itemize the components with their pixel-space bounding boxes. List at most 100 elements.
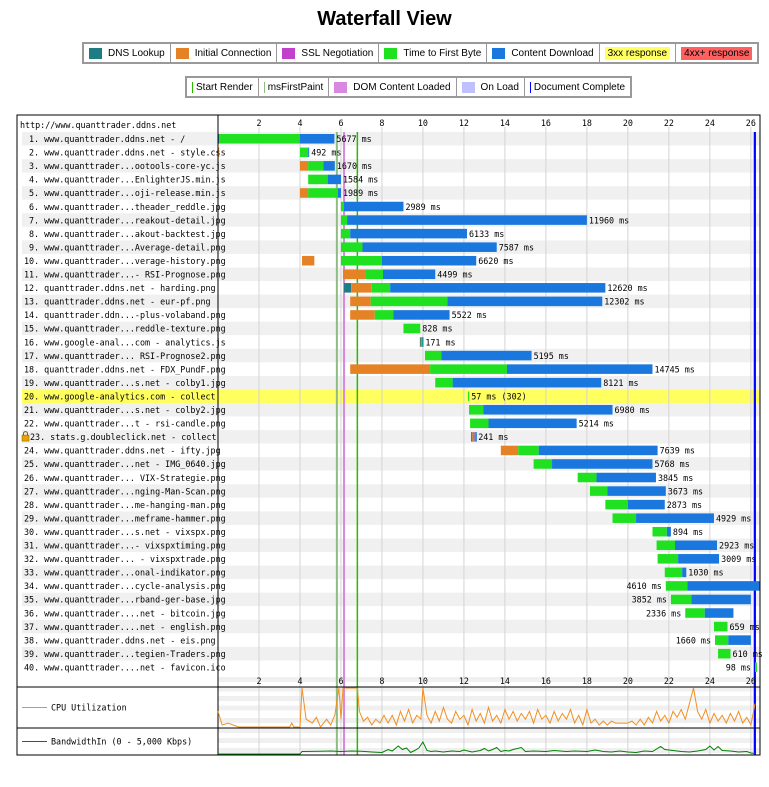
ttfb-segment: [685, 608, 705, 618]
request-label: 29. www.quanttrader...meframe-hammer.png: [24, 513, 226, 523]
row-background: [22, 186, 760, 200]
request-label: 17. www.quanttrader... RSI-Prognose2.png: [24, 351, 226, 361]
row-background: [22, 511, 760, 525]
ttfb-segment: [424, 350, 442, 361]
content-download-segment: [483, 405, 613, 415]
content-download-segment: [447, 296, 603, 307]
ttfb-segment: [612, 513, 637, 523]
content-download-segment: [350, 228, 468, 239]
request-label: 25. www.quanttrader...net - IMG_0640.jpg: [24, 459, 226, 469]
request-label: 8. www.quanttrader...akout-backtest.jpg: [29, 229, 226, 239]
request-label: 6. www.quanttrader...theader_reddle.jpg: [29, 202, 226, 212]
request-label: 13. quanttrader.ddns.net - eur-pf.png: [24, 297, 211, 307]
ttfb-segment: [605, 499, 628, 510]
request-duration-label: 14745 ms: [654, 364, 694, 374]
legend-swatch: [263, 81, 265, 93]
row-background: [22, 145, 760, 160]
row-background: [22, 132, 760, 146]
ttfb-segment: [665, 581, 688, 591]
content-download-segment: [327, 174, 341, 185]
content-download-segment: [337, 188, 341, 198]
ttfb-segment: [220, 134, 300, 144]
page-title: Waterfall View: [317, 8, 452, 30]
request-label: 40. www.quanttrader....net - favicon.ico: [24, 662, 226, 672]
ttfb-segment: [365, 269, 383, 280]
legend-item-dns-lookup: DNS Lookup: [84, 44, 171, 62]
content-download-segment: [678, 554, 720, 564]
initial-connection-segment: [500, 445, 519, 456]
content-download-segment: [422, 337, 424, 347]
x-tick-label: 24: [705, 118, 715, 128]
dom-content-loaded-marker: [343, 132, 346, 755]
request-label: 1. www.quanttrader.ddns.net - /: [29, 134, 185, 144]
cpu-stripe: [218, 686, 760, 692]
ttfb-segment: [657, 554, 679, 564]
page-url: http://www.quanttrader.ddns.net: [20, 120, 176, 130]
legend-swatch: [282, 47, 296, 59]
dns-lookup-segment: [419, 337, 422, 347]
ttfb-segment: [468, 391, 470, 401]
legend-item-start-render: Start Render: [187, 78, 259, 96]
bandwidth-stripe: [218, 718, 760, 723]
ttfb-segment: [370, 296, 448, 307]
content-download-segment: [728, 635, 751, 645]
content-download-segment: [381, 255, 477, 266]
ttfb-segment: [308, 174, 328, 185]
legend-item-content-download: Content Download: [487, 44, 600, 62]
ssl-negotiation-segment: [473, 432, 475, 442]
request-label: 34. www.quanttrader...cycle-analysis.png: [24, 581, 226, 591]
content-download-segment: [344, 201, 404, 212]
page-event-legend: Start Render msFirstPaint DOM Content Load…: [185, 76, 633, 98]
request-label: 19. www.quanttrader...s.net - colby1.jpg: [24, 378, 226, 388]
request-duration-label: 2923 ms: [719, 541, 754, 551]
request-duration-label: 8121 ms: [603, 378, 638, 388]
on-load-marker: [752, 132, 755, 755]
content-download-segment: [308, 147, 310, 158]
request-label: 3. www.quanttrader...ootools-core-yc.js: [29, 161, 226, 171]
x-tick-label: 20: [623, 118, 633, 128]
request-duration-label: 11960 ms: [589, 215, 629, 225]
request-label: 11. www.quanttrader...- RSI-Prognose.png: [24, 270, 226, 280]
content-download-segment: [362, 242, 497, 252]
initial-connection-segment: [343, 269, 366, 280]
request-duration-label: 6620 ms: [478, 256, 513, 266]
content-download-segment: [666, 526, 671, 537]
content-download-segment: [299, 134, 335, 144]
row-background: [22, 660, 760, 674]
request-duration-label: 2873 ms: [667, 500, 702, 510]
request-duration-label: 6980 ms: [615, 405, 650, 415]
cpu-utilization-line: [217, 687, 756, 728]
request-label: 12. quanttrader.ddns.net - harding.png: [24, 283, 216, 293]
request-duration-label: 12302 ms: [604, 297, 644, 307]
request-label: 16. www.google-anal...com - analytics.js: [24, 337, 226, 347]
request-label: 36. www.quanttrader....net - bitcoin.jpg: [24, 608, 226, 618]
request-duration-label: 5195 ms: [534, 351, 569, 361]
request-label: 31. www.quanttrader...- vixspxtiming.png: [24, 541, 226, 551]
cpu-utilization-label: CPU Utilization: [51, 703, 127, 713]
x-tick-label-bottom: 6: [338, 676, 343, 686]
x-tick-label: 8: [379, 118, 384, 128]
request-duration-label: 659 ms: [729, 622, 759, 632]
request-duration-label: 3009 ms: [721, 554, 756, 564]
request-phase-legend: DNS Lookup Initial Connection SSL Negotiat…: [82, 42, 760, 64]
x-tick-label: 2: [256, 118, 261, 128]
request-label: 10. www.quanttrader...verage-history.png: [24, 256, 226, 266]
dns-lookup-segment: [218, 134, 220, 144]
request-duration-label: 4499 ms: [437, 270, 472, 280]
legend-item-on-load: On Load: [457, 78, 525, 96]
bandwidth-in-line: [218, 741, 756, 755]
request-label: 21. www.quanttrader...s.net - colby2.jpg: [24, 405, 226, 415]
ttfb-segment: [403, 323, 421, 334]
legend-label: msFirstPaint: [267, 81, 324, 93]
initial-connection-segment: [472, 432, 474, 442]
request-label: 24. www.quanttrader.ddns.net - ifty.jpg: [24, 446, 221, 456]
cpu-stripe: [218, 696, 760, 701]
ttfb-segment: [652, 526, 667, 537]
ttfb-segment: [533, 459, 553, 469]
request-duration-label: 57 ms (302): [471, 391, 526, 401]
legend-label: DNS Lookup: [108, 47, 165, 59]
row-background: [22, 335, 760, 349]
request-duration-label: 4610 ms: [627, 581, 662, 591]
legend-item-3xx-response: 3xx response: [600, 44, 677, 62]
legend-item-4xx-response: 4xx+ response: [676, 44, 757, 62]
